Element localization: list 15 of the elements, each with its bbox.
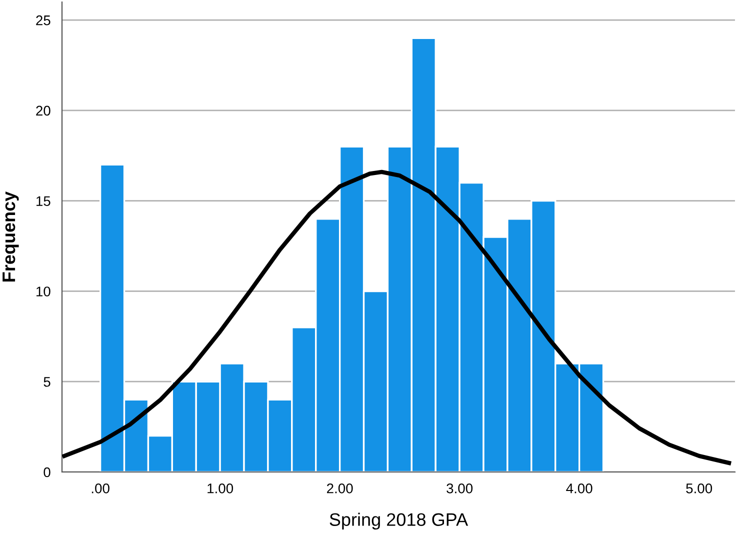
x-tick-label: 1.00: [208, 483, 234, 494]
y-tick-label: 20: [36, 106, 50, 116]
x-axis-title: Spring 2018 GPA: [330, 512, 468, 530]
y-tick-label: 5: [44, 377, 50, 387]
x-tick-label: .00: [92, 483, 110, 494]
y-tick-label: 15: [36, 196, 50, 206]
y-tick-label: 0: [44, 467, 50, 478]
y-axis-title: Frequency: [2, 191, 19, 282]
line-series: [62, 170, 732, 466]
x-tick-label: 3.00: [446, 483, 473, 494]
x-tick-label: 5.00: [686, 483, 712, 494]
x-tick-label: 2.00: [327, 483, 353, 494]
y-tick-label: 25: [36, 15, 50, 26]
y-tick-label: 10: [36, 286, 50, 296]
x-tick-label: 4.00: [566, 483, 592, 494]
